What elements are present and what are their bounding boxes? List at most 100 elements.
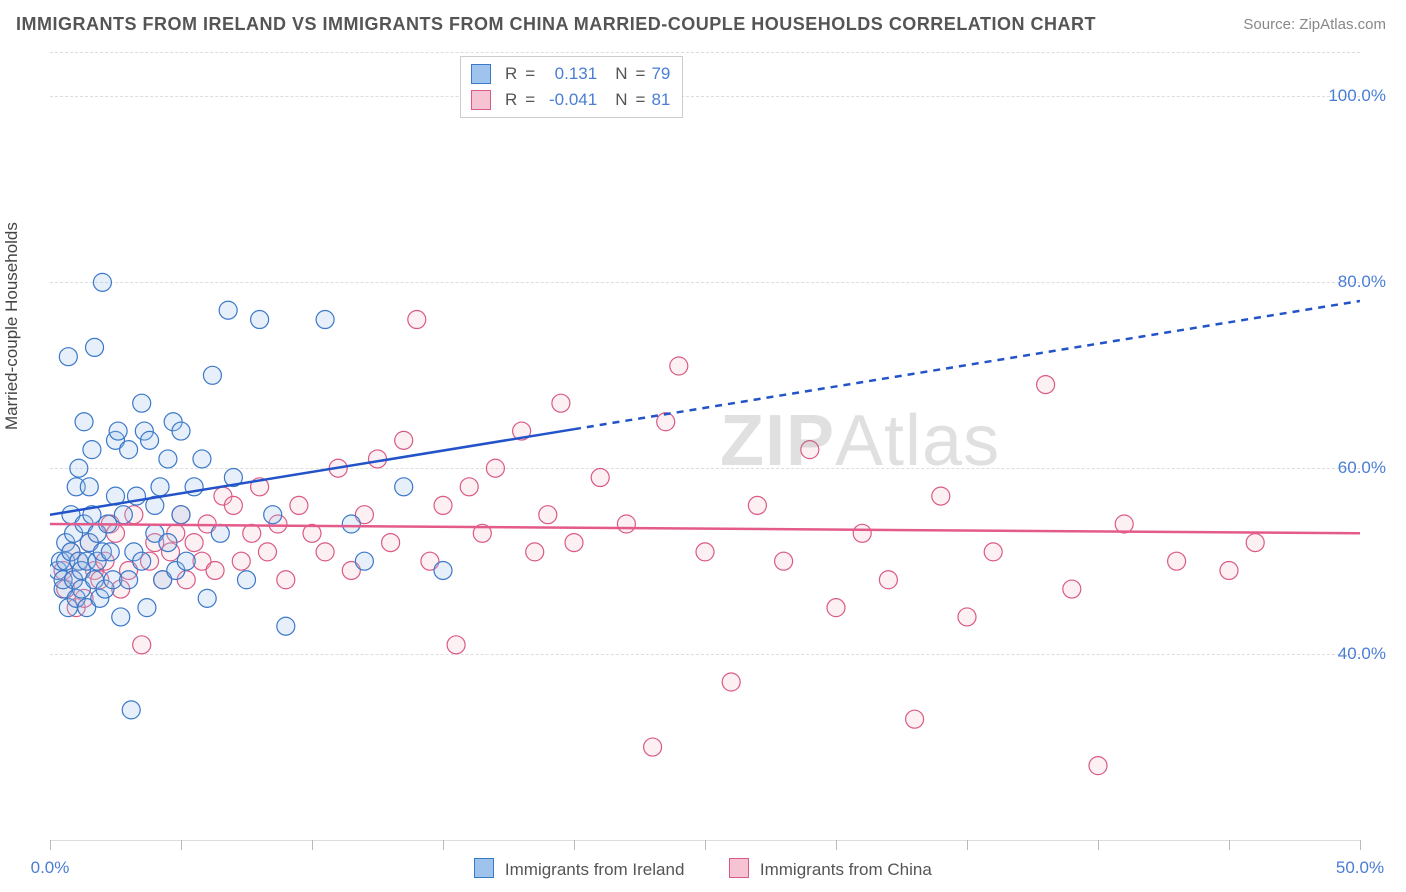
data-point [1037,376,1055,394]
data-point [879,571,897,589]
data-point [203,366,221,384]
r-value-ireland: 0.131 [541,64,597,84]
correlation-row-ireland: R = 0.131 N = 79 [471,61,670,87]
data-point [219,301,237,319]
data-point [644,738,662,756]
x-tick [574,840,575,850]
x-tick [1098,840,1099,850]
x-tick [967,840,968,850]
x-tick [312,840,313,850]
swatch-ireland-icon [474,858,494,878]
data-point [243,524,261,542]
data-point [133,394,151,412]
data-point [316,311,334,329]
trend-line-dashed [574,301,1360,429]
data-point [408,311,426,329]
eq-label-3: = [525,90,535,110]
n-label-2: N [615,90,627,110]
chart-container: IMMIGRANTS FROM IRELAND VS IMMIGRANTS FR… [0,0,1406,892]
data-point [198,589,216,607]
data-point [984,543,1002,561]
data-point [185,534,203,552]
data-point [59,348,77,366]
legend-label-ireland: Immigrants from Ireland [505,860,685,879]
data-point [552,394,570,412]
y-axis-title: Married-couple Households [2,222,22,430]
data-point [93,273,111,291]
data-point [565,534,583,552]
data-point [122,701,140,719]
data-point [172,506,190,524]
data-point [290,496,308,514]
swatch-china-icon [729,858,749,878]
r-value-china: -0.041 [541,90,597,110]
data-point [80,478,98,496]
source-label: Source: [1243,16,1295,33]
data-point [138,599,156,617]
data-point [748,496,766,514]
data-point [211,524,229,542]
data-point [434,561,452,579]
r-label: R [505,64,517,84]
data-point [382,534,400,552]
data-point [355,552,373,570]
data-point [906,710,924,728]
data-point [83,441,101,459]
n-label: N [615,64,627,84]
data-point [722,673,740,691]
legend-item-china: Immigrants from China [729,858,932,880]
data-point [775,552,793,570]
swatch-ireland-icon [471,64,491,84]
data-point [172,422,190,440]
legend-item-ireland: Immigrants from Ireland [474,858,684,880]
data-point [120,441,138,459]
data-point [232,552,250,570]
data-point [238,571,256,589]
data-point [224,496,242,514]
swatch-china-icon [471,90,491,110]
data-point [133,552,151,570]
source-attribution: Source: ZipAtlas.com [1243,16,1386,33]
data-point [526,543,544,561]
data-point [277,617,295,635]
data-point [486,459,504,477]
r-label-2: R [505,90,517,110]
x-tick [50,840,51,850]
data-point [827,599,845,617]
eq-label-4: = [636,90,646,110]
data-point [120,571,138,589]
data-point [460,478,478,496]
data-point [853,524,871,542]
data-point [316,543,334,561]
data-point [447,636,465,654]
data-point [1220,561,1238,579]
x-tick [1360,840,1361,850]
data-point [617,515,635,533]
x-tick [1229,840,1230,850]
legend-label-china: Immigrants from China [760,860,932,879]
data-point [141,431,159,449]
source-link[interactable]: ZipAtlas.com [1299,16,1386,33]
correlation-legend: R = 0.131 N = 79 R = -0.041 N = 81 [460,56,683,118]
data-point [109,422,127,440]
data-point [395,431,413,449]
x-tick [705,840,706,850]
correlation-row-china: R = -0.041 N = 81 [471,87,670,113]
data-point [177,552,195,570]
data-point [696,543,714,561]
eq-label-2: = [636,64,646,84]
data-point [206,561,224,579]
data-point [670,357,688,375]
n-value-ireland: 79 [651,64,670,84]
data-point [251,311,269,329]
data-point [1063,580,1081,598]
data-point [114,506,132,524]
data-point [151,478,169,496]
data-point [264,506,282,524]
scatter-plot [50,50,1360,840]
data-point [258,543,276,561]
data-point [133,636,151,654]
chart-title: IMMIGRANTS FROM IRELAND VS IMMIGRANTS FR… [16,14,1096,35]
data-point [277,571,295,589]
x-tick [181,840,182,850]
